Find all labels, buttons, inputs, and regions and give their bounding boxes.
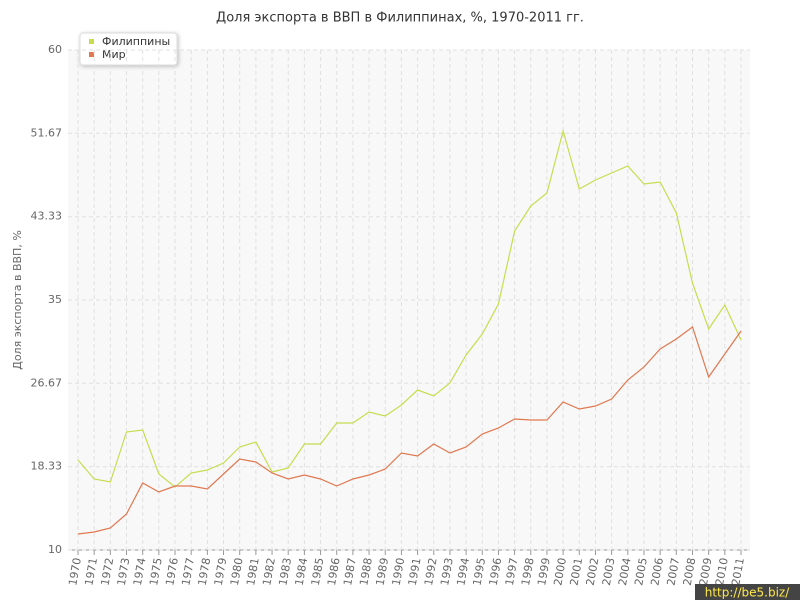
x-tick-label: 2008 [681,557,699,587]
watermark: http://be5.biz/ [705,586,790,600]
x-tick-label: 1997 [503,557,521,587]
chart-title: Доля экспорта в ВВП в Филиппинах, %, 197… [216,11,584,26]
x-tick-label: 2005 [632,557,650,587]
x-tick-label: 1994 [454,557,472,587]
legend-label: Мир [102,48,126,61]
x-tick-label: 1977 [179,557,197,587]
legend-box [79,32,178,66]
x-tick-label: 1973 [115,557,133,587]
x-tick-label: 1993 [438,557,456,587]
legend-swatch [89,52,94,57]
x-tick-label: 2011 [729,557,747,587]
x-tick-label: 1970 [66,557,84,587]
legend-swatch [89,39,94,44]
x-tick-label: 2009 [697,557,715,587]
x-tick-label: 1978 [196,557,214,587]
x-tick-label: 1975 [147,557,165,587]
x-tick-label: 2003 [600,557,618,587]
x-tick-label: 1999 [535,557,553,587]
y-tick-label: 35 [48,293,62,306]
x-tick-label: 1976 [163,557,181,587]
x-tick-label: 1974 [131,557,149,587]
x-tick-label: 1990 [390,557,408,587]
x-tick-label: 2001 [568,557,586,587]
x-tick-label: 1989 [373,557,391,587]
x-tick-label: 1971 [82,557,100,587]
x-tick-label: 2002 [584,557,602,587]
x-tick-label: 1988 [357,557,375,587]
line [77,128,742,488]
x-tick-label: 2010 [713,557,731,587]
y-tick-label: 26.67 [31,376,63,389]
x-tick-label: 1979 [212,557,230,587]
y-axis-label: Доля экспорта в ВВП, % [11,230,24,370]
x-tick-label: 2007 [665,557,683,587]
x-tick-label: 2004 [616,557,634,587]
line [77,326,742,535]
x-tick-label: 1998 [519,557,537,587]
legend-label: Филиппины [102,35,170,48]
x-tick-label: 2000 [551,557,569,587]
x-tick-label: 1982 [260,557,278,587]
x-tick-label: 1986 [325,557,343,587]
x-tick-label: 1981 [244,557,262,587]
x-tick-label: 1991 [406,557,424,587]
x-tick-label: 1987 [341,557,359,587]
x-tick-label: 1980 [228,557,246,587]
x-tick-label: 1983 [276,557,294,587]
x-tick-label: 2006 [648,557,666,587]
y-tick-label: 60 [48,43,62,56]
plot-area [68,50,750,550]
x-tick-label: 1972 [99,557,117,587]
x-tick-label: 1985 [309,557,327,587]
y-tick-label: 51.67 [31,126,63,139]
y-tick-label: 43.33 [31,210,63,223]
y-tick-label: 10 [48,543,62,556]
x-tick-label: 1984 [293,557,311,587]
x-tick-label: 1995 [471,557,489,587]
x-tick-label: 1996 [487,557,505,587]
watermark-bg [695,584,800,600]
x-tick-label: 1992 [422,557,440,587]
y-tick-label: 18.33 [31,460,63,473]
